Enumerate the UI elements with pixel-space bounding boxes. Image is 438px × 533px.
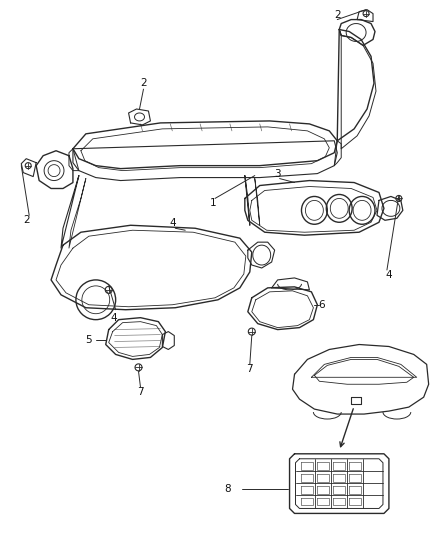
- Text: 1: 1: [210, 198, 216, 208]
- Text: 4: 4: [169, 219, 176, 228]
- Text: 5: 5: [85, 335, 92, 344]
- Text: 2: 2: [334, 10, 341, 20]
- Text: 4: 4: [385, 270, 392, 280]
- Text: 7: 7: [247, 365, 253, 374]
- Text: 8: 8: [225, 483, 231, 494]
- Text: 6: 6: [318, 300, 325, 310]
- Text: 4: 4: [110, 313, 117, 322]
- Text: 3: 3: [274, 168, 281, 179]
- Text: 2: 2: [23, 215, 29, 225]
- Text: 7: 7: [137, 387, 144, 397]
- Text: 2: 2: [140, 78, 147, 88]
